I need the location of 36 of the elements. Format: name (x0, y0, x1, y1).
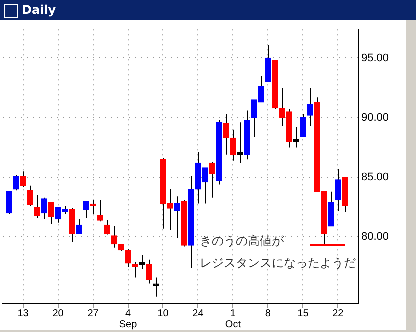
y-tick-label: 95.00 (361, 52, 390, 64)
candlestick (83, 200, 90, 219)
candlestick (174, 196, 180, 239)
x-tick-label: 13 (18, 308, 30, 320)
y-tick-label: 80.00 (361, 231, 390, 244)
x-tick-label: 15 (298, 308, 310, 320)
candlestick (328, 191, 334, 227)
y-tick-label: 90.00 (361, 112, 390, 124)
candlestick (335, 168, 342, 212)
candlestick (209, 162, 216, 198)
x-tick-label: 1 Oct (225, 308, 242, 330)
candlestick (76, 218, 82, 234)
candlestick (41, 197, 48, 220)
x-tick-label: 24 (192, 308, 204, 320)
annotation: レジスタンスになったようだ (200, 256, 356, 270)
candlestick (48, 202, 54, 225)
candlestick (6, 191, 12, 216)
candlestick (13, 174, 20, 192)
candlestick (34, 194, 40, 219)
annotation: きのうの高値が (200, 234, 285, 248)
candlestick (69, 208, 76, 242)
candlestick (300, 114, 306, 138)
candlestick (97, 200, 104, 222)
chart-title: Daily (22, 3, 56, 17)
x-tick-label: 4 Sep (119, 308, 138, 330)
candlestick (104, 220, 110, 236)
x-tick-label: 27 (88, 308, 100, 320)
candlestick (20, 171, 26, 188)
candlestick (27, 185, 34, 207)
candlestick (307, 88, 314, 127)
candlestick (265, 44, 272, 83)
y-tick-label: 85.00 (361, 172, 390, 184)
x-tick-label: 20 (52, 308, 64, 320)
x-tick-label: 22 (332, 308, 344, 320)
x-tick-label: 8 (265, 308, 272, 320)
x-tick-label: 10 (158, 308, 170, 320)
